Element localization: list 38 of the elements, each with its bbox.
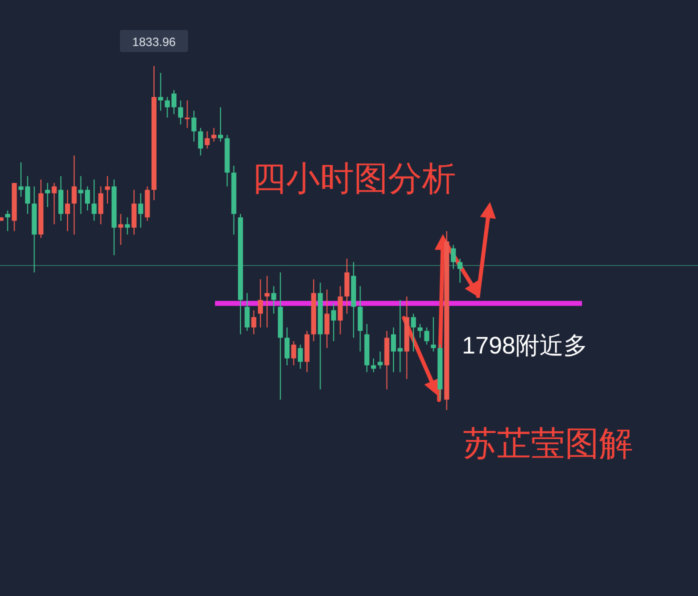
candlestick [104, 176, 110, 204]
candlestick [291, 340, 296, 366]
annotation: 1833.96 [132, 35, 176, 49]
candlestick [271, 286, 276, 314]
candlestick [138, 192, 144, 228]
candlestick [45, 182, 50, 208]
candlestick [450, 244, 456, 270]
candlestick [424, 326, 430, 346]
candlestick [72, 154, 77, 236]
candlestick [331, 302, 336, 342]
ref-line-label: 1798附近多 [462, 332, 588, 360]
candlestick [251, 310, 256, 335]
candlestick [98, 186, 104, 225]
candlestick [418, 324, 423, 338]
candlestick [258, 278, 263, 328]
candlestick [204, 130, 210, 150]
candlestick [264, 275, 270, 328]
candlestick [118, 213, 124, 246]
candlestick [158, 72, 164, 112]
candlestick [5, 210, 10, 232]
candlestick [410, 313, 416, 352]
candlestick [324, 289, 330, 349]
candlestick [191, 110, 196, 142]
candlestick [65, 189, 70, 232]
candlestick [184, 100, 190, 128]
candlestick [244, 292, 250, 332]
candlestick [298, 344, 303, 370]
text: 四小时图分析 [252, 160, 456, 198]
candlestick [178, 100, 184, 125]
candlestick [378, 351, 383, 370]
candlestick [284, 326, 290, 366]
candlestick [92, 179, 97, 222]
candlestick [52, 182, 57, 225]
candlestick [458, 258, 462, 284]
candlestick [430, 316, 436, 352]
candlestick [124, 216, 130, 236]
text: 苏芷莹图解 [463, 425, 633, 463]
candlestick [198, 127, 204, 156]
